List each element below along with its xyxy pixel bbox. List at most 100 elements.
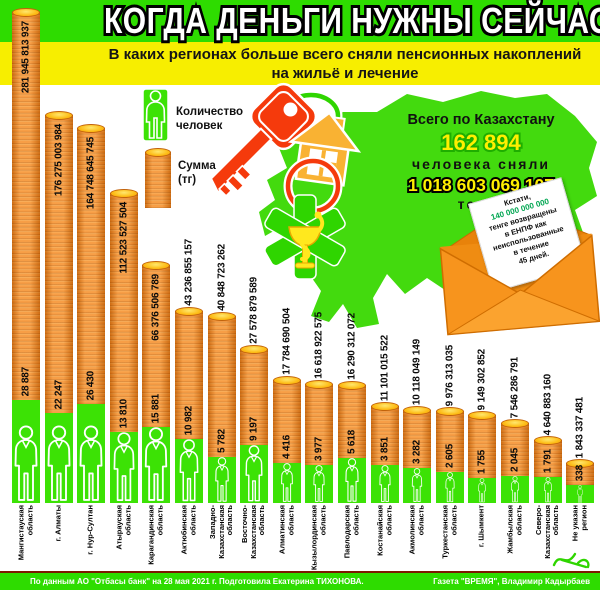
coin-top — [305, 380, 334, 389]
bar-count-label: 15 881 — [150, 393, 162, 423]
region-label: Кызылординская область — [309, 505, 328, 571]
bar-count-label: 2 605 — [444, 443, 456, 468]
coin-top — [142, 261, 171, 270]
person-icon — [345, 458, 359, 502]
bar-count-label: 26 430 — [85, 370, 97, 400]
bar-count-label: 9 197 — [248, 416, 260, 441]
region-label: Карагандинская область — [146, 505, 165, 565]
bar-sum-label: 176 275 003 984 — [53, 124, 65, 197]
region-label: Восточно- Казахстанская область — [240, 505, 267, 559]
people-figure — [435, 472, 464, 503]
region-labels: Мангистауская область г. Алматы г. Нур-Султ… — [0, 505, 600, 573]
region-label: г. Алматы — [53, 505, 63, 542]
people-figure — [175, 439, 203, 503]
region-label: Акмолинская область — [407, 505, 426, 555]
bar-column: 43 236 855 157 10 982 — [175, 0, 203, 503]
bar-column: 164 748 645 745 26 430 — [77, 0, 106, 503]
total-heading: Всего по Казахстану — [407, 112, 555, 128]
bar-sum-label: 7 546 286 791 — [509, 356, 521, 418]
bar-sum-label: 1 843 337 481 — [574, 396, 586, 458]
footer: По данным АО "Отбасы банк" на 28 мая 202… — [0, 573, 600, 590]
coin-top — [272, 376, 301, 385]
person-icon — [412, 468, 423, 503]
region-label: г. Нур-Султан — [85, 505, 95, 555]
bar-sum-label: 9 149 302 852 — [476, 348, 488, 410]
footer-source: По данным АО "Отбасы банк" на 28 мая 202… — [30, 577, 364, 586]
people-figure — [240, 445, 269, 503]
coin-top — [240, 345, 269, 354]
bar-sum-label: 16 618 922 575 — [313, 312, 325, 379]
people-figure — [44, 413, 73, 503]
total-people-caption: человека сняли — [412, 156, 550, 172]
bar-sum-label: 164 748 645 745 — [85, 137, 97, 210]
bar-sum-label: 112 523 527 504 — [118, 202, 130, 274]
person-icon — [379, 465, 391, 502]
subtitle-band — [0, 42, 600, 85]
region-label: г. Шымкент — [477, 505, 487, 548]
person-icon — [14, 425, 38, 501]
bar-sum-label: 27 578 879 589 — [248, 277, 260, 344]
bar-column: 16 618 922 575 3 977 — [305, 0, 334, 503]
people-figure — [468, 478, 497, 503]
person-icon — [145, 427, 168, 501]
total-people-count: 162 894 — [439, 128, 523, 157]
people-figure — [142, 427, 171, 503]
page-title: КОГДА ДЕНЬГИ НУЖНЫ СЕЙЧАС — [102, 0, 600, 45]
bar-count-label: 4 416 — [281, 434, 293, 459]
region-label: Туркестанская область — [440, 505, 458, 559]
envelope-icon — [439, 234, 600, 336]
person-icon — [511, 476, 519, 503]
people-figure — [338, 458, 366, 503]
person-icon — [245, 445, 263, 502]
footer-credit: Газета "ВРЕМЯ", Владимир Кадырбаев — [433, 577, 590, 586]
people-figure — [109, 432, 138, 503]
person-icon — [214, 457, 229, 502]
bar-count-label: 28 887 — [20, 366, 32, 396]
bar-count-label: 3 977 — [313, 436, 325, 461]
region-label: Костанайская область — [374, 505, 393, 556]
bar-sum-label: 40 848 723 262 — [216, 244, 228, 311]
bar-column: 112 523 527 504 13 810 — [109, 0, 138, 503]
coin-top — [44, 111, 73, 120]
coin-top — [207, 312, 236, 321]
bar-column: 40 848 723 262 5 782 — [207, 0, 236, 503]
bar-count-label: 1 755 — [476, 449, 488, 474]
bar-column: 17 784 690 504 4 416 — [272, 0, 301, 503]
coin-top — [468, 411, 497, 420]
people-figure — [370, 465, 399, 503]
people-figure — [12, 400, 40, 503]
person-icon — [313, 465, 325, 502]
coin-top — [109, 189, 138, 198]
bar-sum-label: 17 784 690 504 — [281, 308, 293, 375]
bar-column: 176 275 003 984 22 247 — [44, 0, 73, 503]
people-figure — [207, 457, 236, 503]
bar-count-label: 3 851 — [379, 436, 391, 461]
legend-sum-icon — [145, 148, 171, 208]
bar-count-label: 3 282 — [411, 439, 423, 464]
person-icon — [445, 472, 455, 503]
bar-column: 9 149 302 852 1 755 — [468, 0, 497, 503]
person-icon — [179, 439, 199, 502]
header-band — [0, 0, 600, 42]
bar-column: 16 290 312 072 5 618 — [338, 0, 366, 503]
coin-top — [501, 419, 529, 428]
bar-count-label: 1 791 — [542, 448, 554, 473]
people-figure — [403, 468, 432, 503]
coin-top — [533, 436, 562, 445]
bar-sum-label: 281 945 813 937 — [20, 21, 32, 94]
coin-top — [77, 124, 106, 133]
bar-column: 11 101 015 522 3 851 — [370, 0, 399, 503]
region-label: Алматинская область — [277, 505, 295, 555]
coin-top — [175, 307, 203, 316]
person-icon — [79, 425, 103, 501]
person-icon — [577, 485, 583, 503]
bar-column: 1 843 337 481 338 — [566, 0, 595, 503]
footer-divider — [0, 571, 600, 573]
people-figure — [533, 477, 562, 503]
legend-people-icon — [142, 88, 169, 142]
person-icon — [280, 463, 293, 502]
bar-sum-label: 11 101 015 522 — [379, 334, 391, 401]
artist-signature — [552, 552, 590, 569]
person-icon — [478, 478, 487, 503]
region-label: Атырауская область — [114, 505, 132, 550]
